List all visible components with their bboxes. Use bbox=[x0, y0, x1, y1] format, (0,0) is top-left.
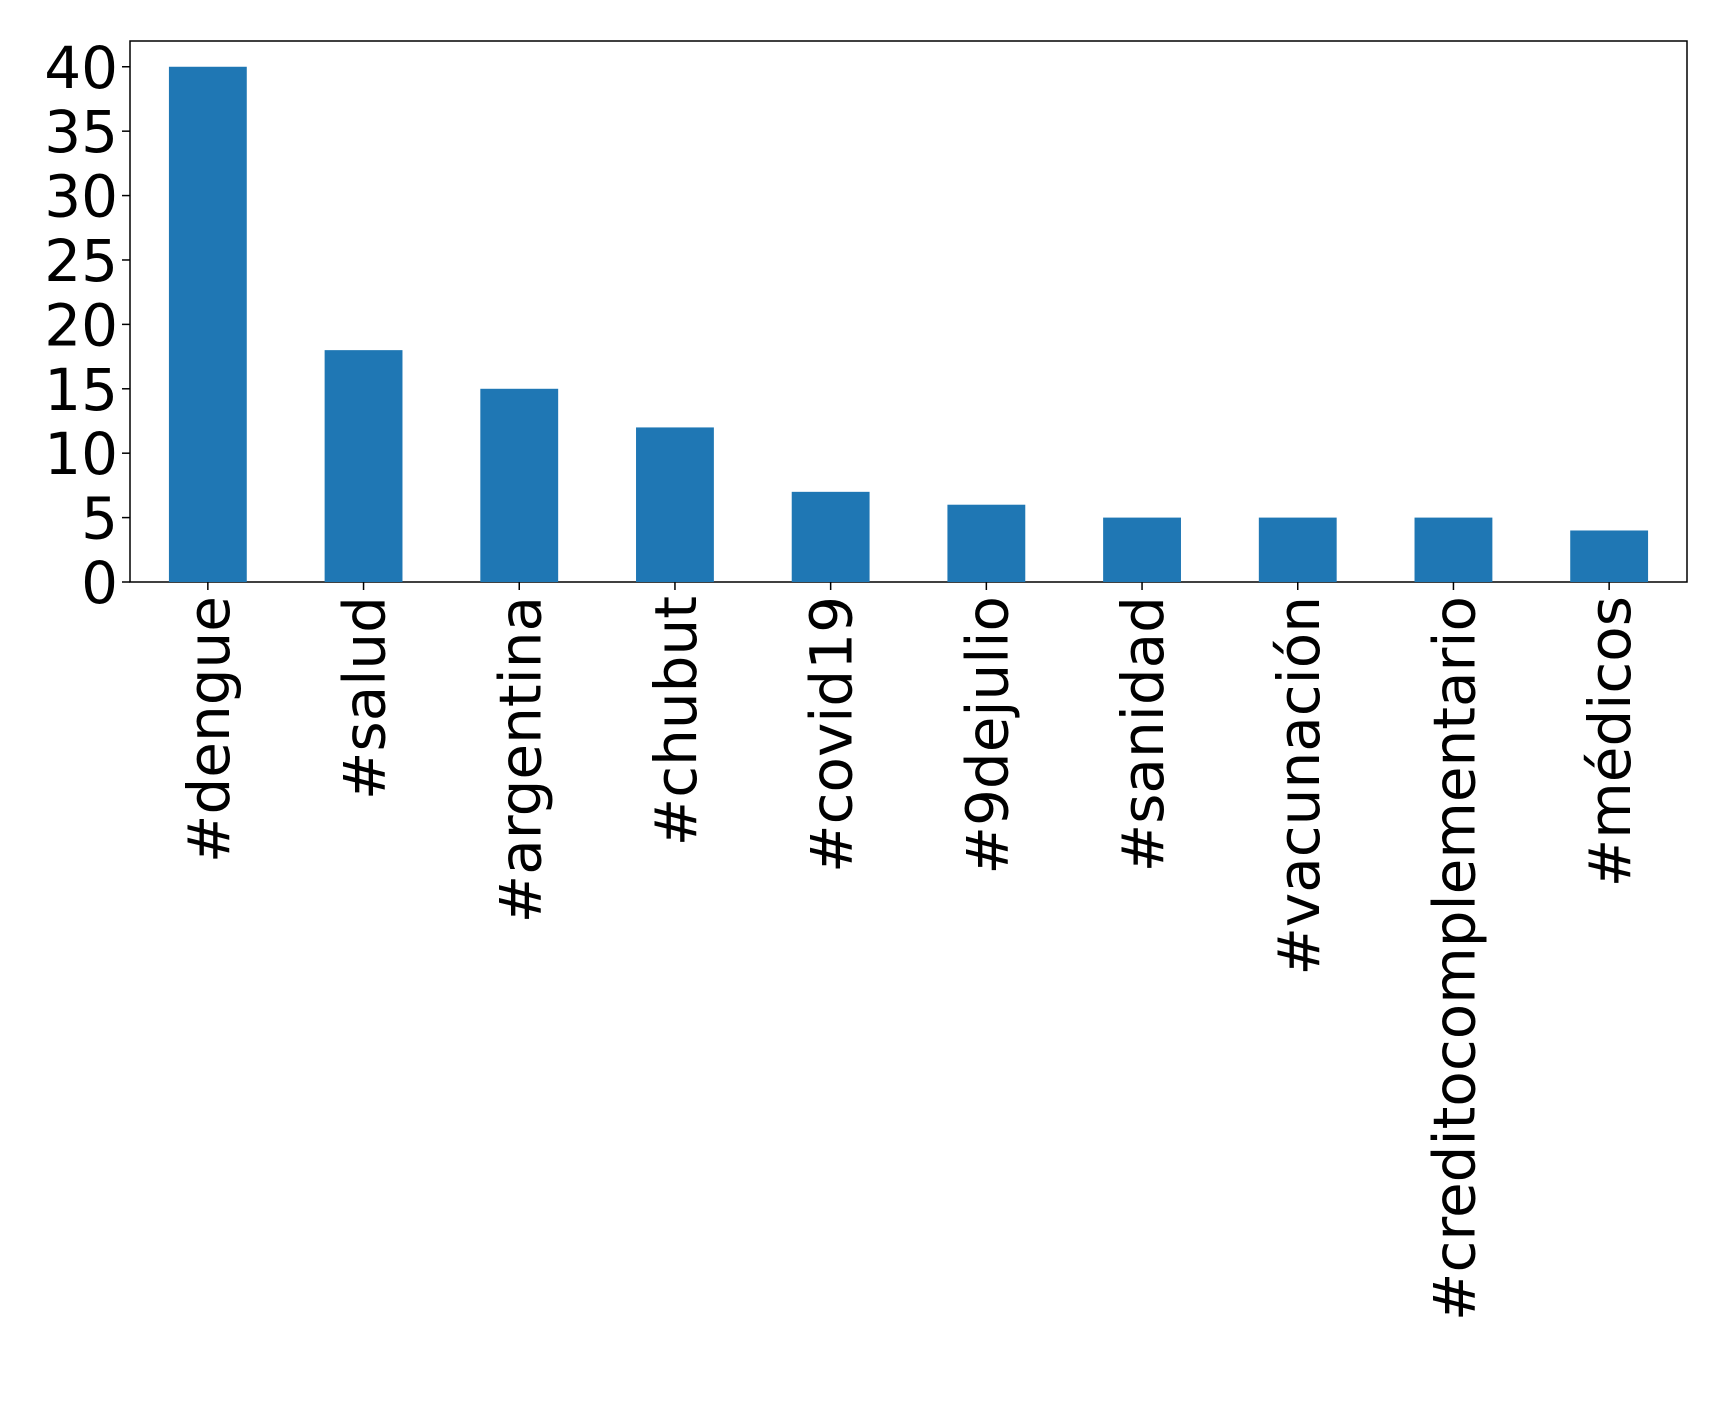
x-tick-label: #dengue bbox=[175, 596, 243, 863]
y-tick-label: 10 bbox=[44, 420, 118, 488]
y-tick-label: 40 bbox=[44, 34, 118, 102]
x-tick-label: #covid19 bbox=[798, 596, 866, 873]
x-tick-label: #creditocomplementario bbox=[1420, 596, 1488, 1321]
bar bbox=[947, 504, 1026, 582]
bar bbox=[1570, 530, 1649, 582]
x-tick-label: #salud bbox=[331, 596, 399, 800]
bar bbox=[168, 66, 247, 582]
y-tick-label: 25 bbox=[44, 227, 118, 295]
x-tick-label: #argentina bbox=[486, 596, 554, 923]
x-tick-label: #9dejulio bbox=[953, 596, 1021, 875]
y-tick-label: 30 bbox=[44, 163, 118, 231]
bar bbox=[1103, 517, 1181, 582]
bar bbox=[636, 427, 714, 582]
bar bbox=[480, 388, 559, 582]
y-tick-label: 15 bbox=[44, 356, 118, 424]
y-tick-label: 5 bbox=[81, 485, 118, 553]
x-tick-label: #chubut bbox=[642, 596, 710, 846]
x-tick-label: #sanidad bbox=[1109, 596, 1177, 872]
plot-frame bbox=[129, 40, 1688, 583]
bar bbox=[1258, 517, 1337, 582]
y-tick-label: 35 bbox=[44, 98, 118, 166]
bar bbox=[324, 350, 403, 582]
y-tick-label: 0 bbox=[81, 549, 118, 617]
x-tick-label: #vacunación bbox=[1265, 596, 1333, 976]
x-tick-label: #médicos bbox=[1576, 596, 1644, 887]
bar bbox=[1414, 517, 1493, 582]
y-tick-label: 20 bbox=[44, 291, 118, 359]
bar bbox=[791, 491, 870, 582]
